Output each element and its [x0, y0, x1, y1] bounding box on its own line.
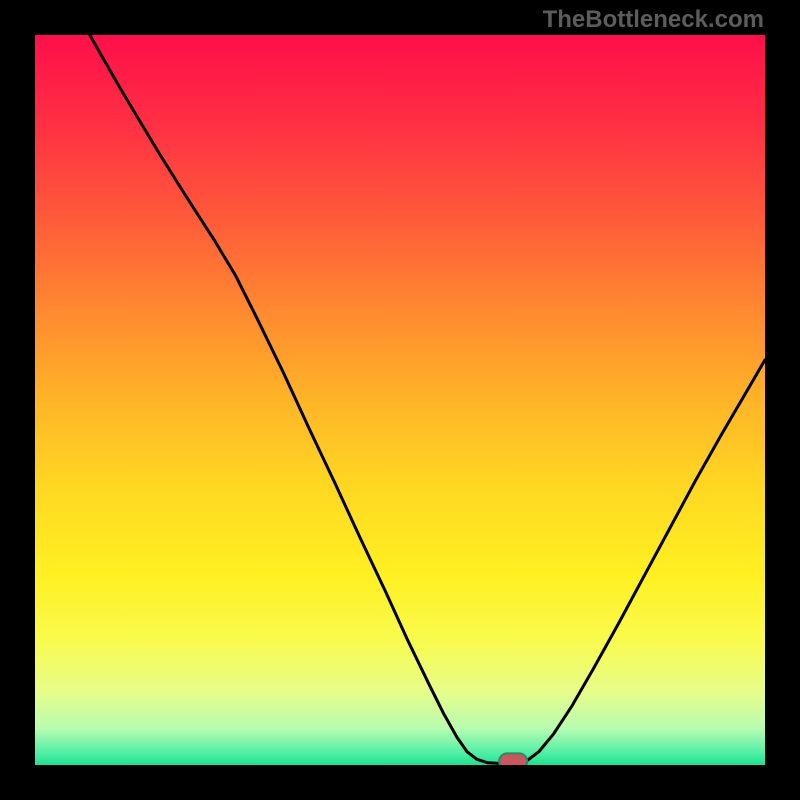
gradient-background [35, 35, 765, 765]
chart-frame: TheBottleneck.com [0, 0, 800, 800]
optimal-marker [499, 753, 527, 765]
bottleneck-chart [35, 35, 765, 765]
watermark-text: TheBottleneck.com [543, 6, 764, 34]
plot-area [35, 35, 765, 765]
